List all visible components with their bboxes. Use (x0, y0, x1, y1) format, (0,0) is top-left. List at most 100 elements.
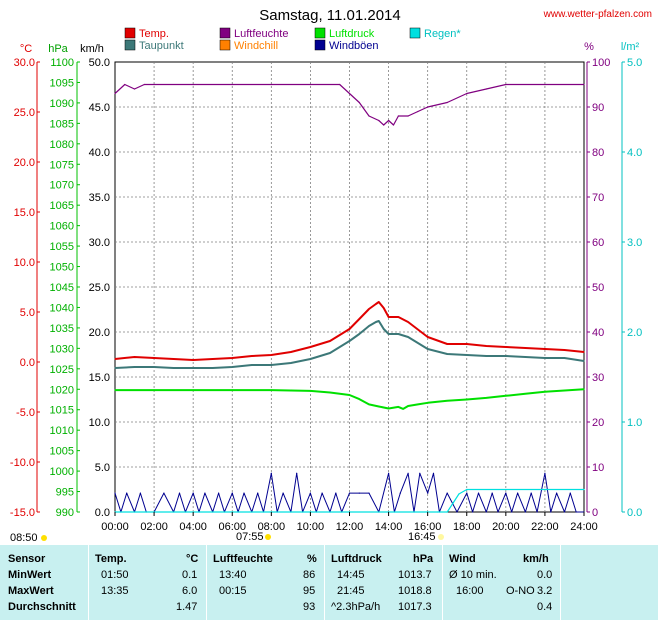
data-point-luftfeuchte (231, 83, 233, 86)
humidity-tick-label: 80 (592, 147, 604, 159)
data-point-temp (270, 354, 272, 356)
data-point-regen (466, 488, 468, 491)
data-point-luftfeuchte (124, 83, 126, 86)
data-point-luftdruck (466, 398, 468, 401)
sunset-sun-icon (438, 534, 444, 540)
data-point-luftfeuchte (446, 101, 448, 104)
data-point-taupunkt (270, 364, 272, 366)
legend-swatch (124, 39, 136, 51)
sunset-time: 16:45 (408, 531, 436, 543)
pressure-tick-label: 1025 (50, 364, 74, 376)
humidity-tick-label: 30 (592, 372, 604, 384)
data-point-temp (290, 351, 292, 353)
data-point-luftdruck (388, 407, 390, 410)
data-point-luftdruck (505, 395, 507, 397)
data-point-luftfeuchte (378, 119, 380, 122)
data-point-regen (436, 511, 438, 513)
temp-tick-label: 5.0 (20, 307, 35, 319)
legend-label: Windböen (329, 40, 379, 52)
rain-axis-unit: l/m² (621, 41, 640, 53)
data-point-windb-en (544, 472, 546, 474)
temp-tick-label: -15.0 (10, 507, 35, 519)
time-tick-label: 14:00 (375, 521, 403, 533)
temp-tick-label: 30.0 (14, 57, 35, 69)
time-tick-label: 00:00 (101, 521, 129, 533)
data-point-taupunkt (407, 336, 409, 338)
data-point-windb-en (569, 492, 571, 494)
humidity-tick-label: 0 (592, 507, 598, 519)
data-point-luftfeuchte (358, 101, 360, 104)
temp-tick-label: 15.0 (14, 207, 35, 219)
legend-swatch (124, 27, 136, 39)
stats-header-wind-unit: km/h (523, 553, 549, 565)
legend-swatch (314, 27, 326, 39)
data-point-windb-en (358, 492, 360, 494)
data-point-windb-en (407, 472, 409, 474)
sunrise-time: 08:50 (10, 532, 38, 544)
data-point-windb-en (335, 492, 337, 494)
humidity-tick-label: 40 (592, 327, 604, 339)
data-point-regen (458, 493, 460, 495)
stats-header-sensor: Sensor (8, 553, 46, 565)
pressure-tick-label: 990 (56, 507, 74, 519)
data-point-luftdruck (309, 390, 311, 392)
data-point-temp (427, 336, 429, 338)
humidity-tick-label: 10 (592, 462, 604, 474)
data-point-luftfeuchte (270, 83, 272, 86)
stats-hum-max-time: 00:15 (219, 585, 247, 597)
time-tick-label: 24:00 (570, 521, 598, 533)
data-point-luftfeuchte (397, 115, 399, 117)
pressure-tick-label: 1070 (50, 180, 74, 192)
legend-label: Temp. (139, 28, 169, 40)
wind-tick-label: 25.0 (89, 282, 110, 294)
data-point-luftfeuchte (153, 83, 155, 86)
data-point-luftfeuchte (392, 124, 395, 126)
data-point-taupunkt (290, 362, 292, 364)
data-point-temp (446, 343, 448, 345)
data-point-luftfeuchte (114, 92, 116, 95)
pressure-tick-label: 1005 (50, 446, 74, 458)
pressure-tick-label: 995 (56, 487, 74, 499)
data-point-luftfeuchte (427, 106, 429, 108)
wind-tick-label: 50.0 (89, 57, 110, 69)
data-point-temp (378, 301, 380, 303)
data-point-windb-en (556, 492, 558, 494)
data-point-luftfeuchte (339, 83, 341, 86)
wind-axis-unit: km/h (80, 43, 104, 55)
stats-hum-min-val: 86 (303, 569, 316, 581)
data-point-luftdruck (348, 394, 351, 396)
series-line-temp (114, 301, 585, 361)
data-point-luftdruck (402, 408, 404, 410)
temp-tick-label: 20.0 (14, 157, 35, 169)
data-point-temp (583, 351, 585, 353)
data-point-luftdruck (417, 403, 419, 405)
data-point-windb-en (524, 511, 527, 513)
stats-wind-avg-val: 0.4 (537, 601, 553, 613)
humidity-tick-label: 60 (592, 237, 604, 249)
weather-chart: Samstag, 11.01.2014 www.wetter-pfalzen.c… (10, 7, 652, 544)
data-point-temp (153, 357, 155, 359)
stats-temp-max-val: 6.0 (182, 585, 198, 597)
rain-tick-label: 2.0 (627, 327, 642, 339)
data-point-taupunkt (133, 366, 136, 368)
data-point-luftdruck (544, 391, 546, 393)
data-point-luftdruck (329, 391, 331, 394)
data-point-taupunkt (524, 356, 527, 358)
data-point-windb-en (139, 492, 141, 494)
stats-header-hum-unit: % (307, 553, 317, 565)
site-link[interactable]: www.wetter-pfalzen.com (543, 9, 652, 20)
humidity-tick-label: 70 (592, 192, 604, 204)
data-point-windb-en (399, 492, 401, 494)
stats-header-press-unit: hPa (413, 553, 434, 565)
data-point-windb-en (309, 492, 311, 494)
data-point-luftdruck (114, 389, 116, 391)
noon-sun-icon (265, 534, 271, 540)
stats-table: Sensor Temp. °C Luftfeuchte % Luftdruck … (0, 545, 658, 620)
stats-row-label: MaxWert (8, 585, 54, 597)
data-point-luftfeuchte (544, 83, 546, 86)
data-point-windb-en (231, 492, 233, 494)
data-point-temp (544, 348, 546, 350)
stats-wind-max-val: 3.2 (537, 585, 553, 597)
humidity-axis-unit: % (584, 41, 594, 53)
